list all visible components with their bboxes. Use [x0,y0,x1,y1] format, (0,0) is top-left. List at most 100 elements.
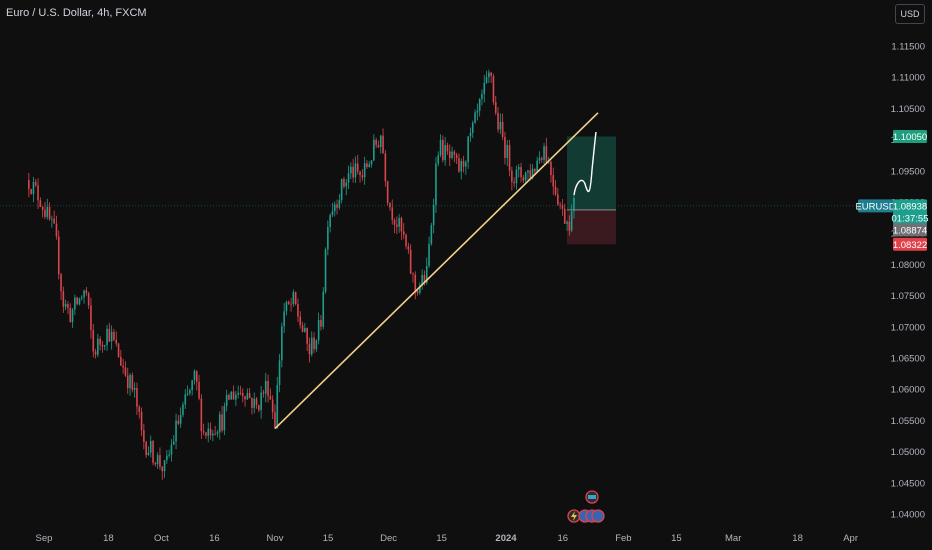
candle-body [117,343,120,357]
price-tick-label: 1.07000 [891,322,925,333]
candle-body [74,297,76,310]
candle-body [524,172,527,181]
candle-body [534,168,536,172]
candle-body [465,162,467,167]
candle-body [382,135,384,154]
price-tick-label: 1.04000 [891,510,925,521]
candle-body [379,135,382,148]
candle-body [513,181,515,184]
candle-body [253,398,256,408]
currency-button[interactable]: USD [895,4,925,24]
candle-body [432,204,435,226]
candle-body [329,215,331,228]
candle-body [78,298,81,305]
candle-body [506,145,509,158]
candle-body [202,431,205,433]
candle-body [274,412,276,429]
time-tick-label: Oct [154,533,169,544]
candle-body [214,433,216,435]
candle-body [106,328,108,346]
candle-body [260,392,262,411]
candle-body [149,440,152,453]
candle-body [57,236,60,275]
candle-body [76,297,78,305]
entry-price-tag: 1.08874 [893,225,927,236]
candle-body [264,380,267,394]
candles-series [28,69,575,480]
candle-body [195,370,198,382]
candle-body [478,98,481,111]
candle-body [504,136,506,158]
candle-body [442,139,444,161]
candle-body [108,328,111,342]
candle-body [39,200,42,207]
candle-body [448,151,451,158]
candle-body [244,396,246,400]
candle-body [568,221,571,231]
candle-body [423,274,426,284]
candle-body [386,181,389,203]
candle-body [471,122,474,133]
candle-body [122,365,124,368]
candle-body [557,194,559,205]
candle-body [145,441,147,456]
stop-price-tag: 1.08322 [893,240,927,251]
earnings-icon[interactable] [591,509,605,523]
price-tick-label: 1.06000 [891,385,925,396]
candle-body [34,181,37,186]
candle-body [462,160,465,167]
candle-body [458,157,460,172]
candle-body [136,387,138,407]
candle-body [246,393,249,400]
candle-body [37,185,39,201]
candle-body [444,145,446,161]
candle-body [209,428,212,436]
candle-body [494,101,497,113]
candle-body [71,309,74,323]
candle-body [536,160,538,172]
candle-body [499,121,502,130]
candle-body [278,360,281,386]
lightning-glyph [571,511,577,521]
candle-body [529,170,532,179]
candle-body [396,224,398,227]
projection-arrow[interactable] [573,131,597,196]
candle-body [356,163,359,172]
candle-body [62,291,65,307]
candle-body [161,466,164,472]
candle-body [69,307,72,323]
candle-body [255,398,258,405]
candle-body [154,462,157,465]
time-tick-label: Nov [267,533,284,544]
candle-body [322,291,325,327]
flag-icon [588,495,596,499]
candle-body [550,161,552,176]
time-tick-label: Apr [843,533,858,544]
candle-body [384,153,387,182]
candle-body [476,110,479,113]
candle-body [64,304,67,307]
time-tick-label: 2024 [495,533,517,544]
candle-body [327,227,329,250]
candle-body [101,344,104,347]
trendline[interactable] [274,112,599,430]
candle-body [416,290,419,294]
candle-body [241,392,244,397]
candle-body [545,146,548,163]
candle-body [333,204,336,212]
stop-zone[interactable] [567,209,616,245]
candle-body [414,274,417,291]
candle-body [345,182,348,187]
candle-body [400,218,403,232]
candle-body [361,175,364,178]
time-tick-label: 15 [436,533,447,544]
candle-body [538,158,541,161]
candle-body [508,145,511,171]
last-price-tag: 1.08938 [893,201,927,212]
price-tick-label: 1.07500 [891,291,925,302]
candle-body [446,145,449,152]
countdown-tag-bg [893,211,927,225]
symbol-title[interactable]: Euro / U.S. Dollar, 4h, FXCM [6,7,147,19]
countdown-tag: 01:37:55 [892,213,929,224]
